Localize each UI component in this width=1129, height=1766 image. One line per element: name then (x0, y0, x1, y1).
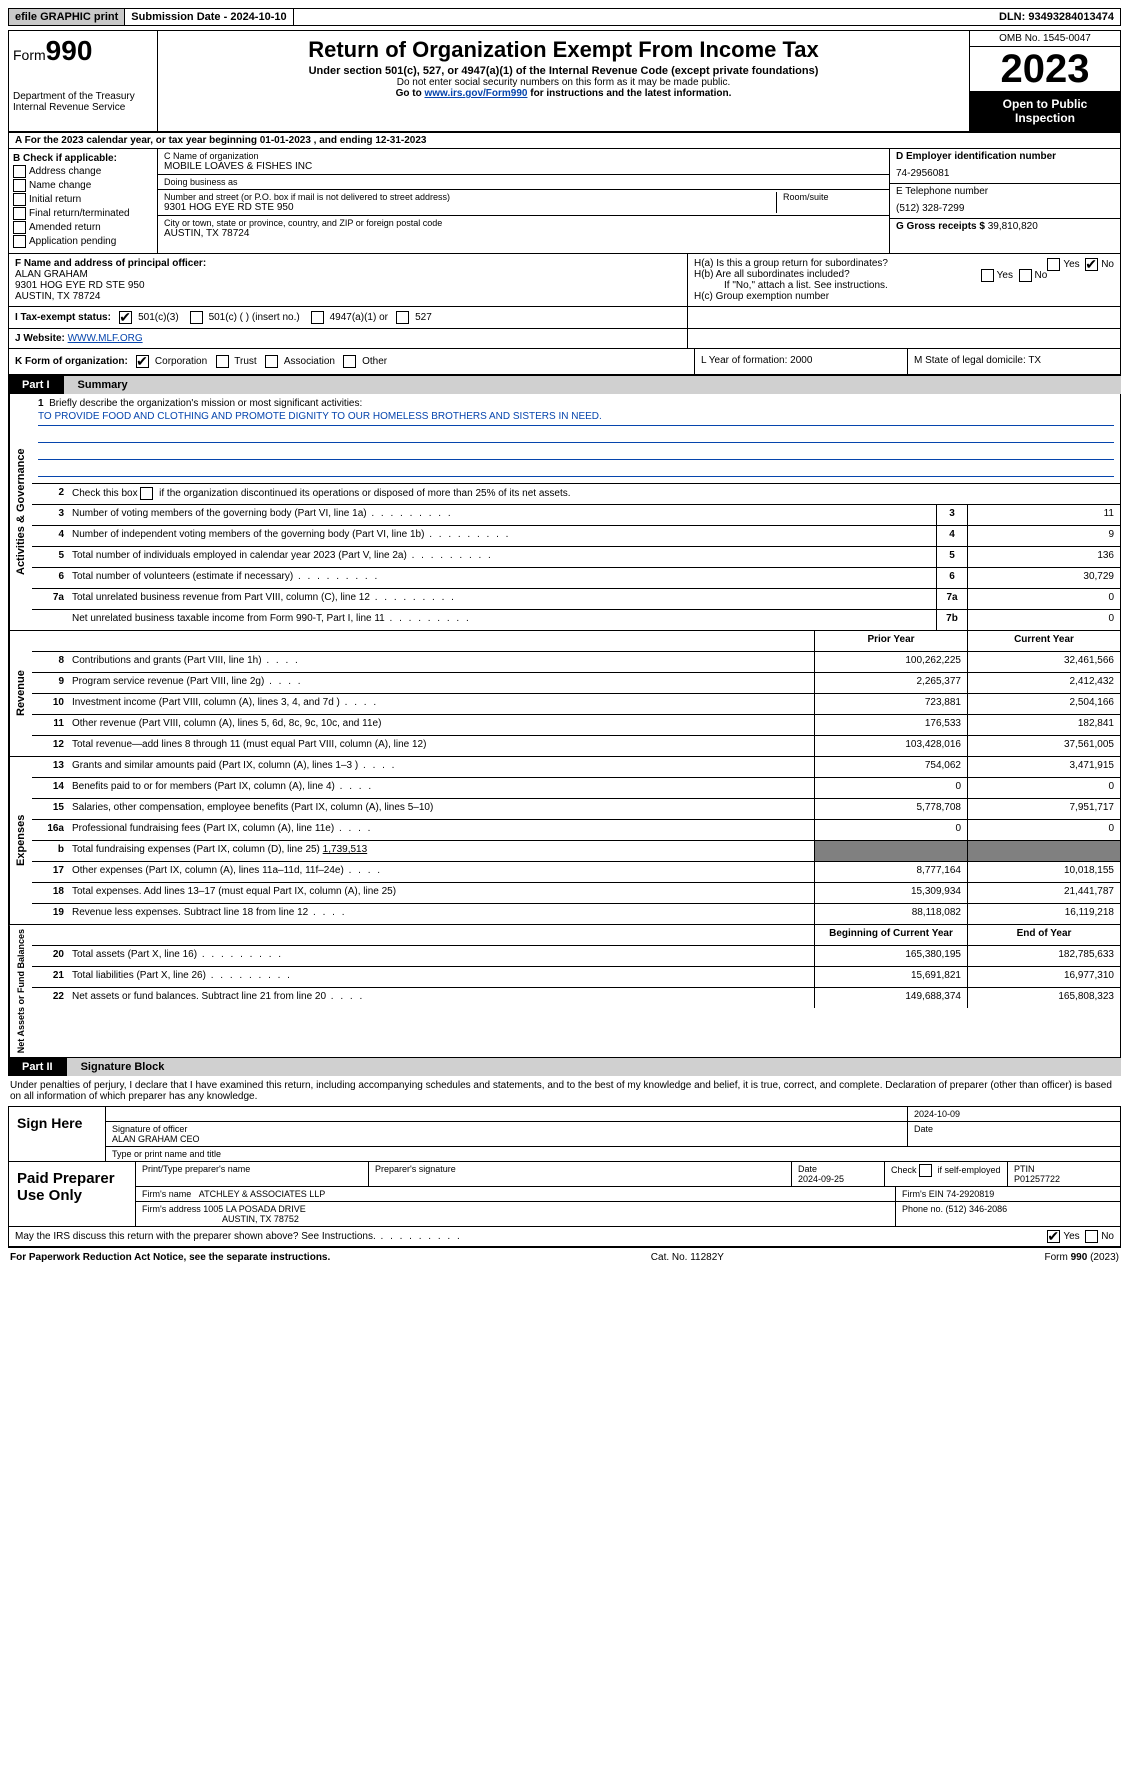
c-name-label: C Name of organization (164, 151, 883, 161)
cb-final-return[interactable]: Final return/terminated (13, 207, 153, 220)
officer-sig: Signature of officerALAN GRAHAM CEO (106, 1122, 908, 1146)
vlabel-expenses: Expenses (9, 757, 32, 924)
omb-number: OMB No. 1545-0047 (970, 31, 1120, 47)
cb-name-change[interactable]: Name change (13, 179, 153, 192)
row-k-org-form: K Form of organization: Corporation Trus… (8, 349, 1121, 376)
ein-value: 74-2956081 (896, 168, 1114, 179)
tel-label: E Telephone number (896, 186, 1114, 197)
tel-value: (512) 328-7299 (896, 203, 1114, 214)
efile-label[interactable]: efile GRAPHIC print (9, 9, 125, 25)
sign-here-label: Sign Here (9, 1107, 106, 1161)
cb-corp[interactable] (136, 355, 149, 368)
irs-link[interactable]: www.irs.gov/Form990 (424, 88, 527, 99)
row-fh: F Name and address of principal officer:… (8, 254, 1121, 307)
vlabel-governance: Activities & Governance (9, 394, 32, 630)
cb-discontinued[interactable] (140, 487, 153, 500)
cb-discuss-yes[interactable] (1047, 1230, 1060, 1243)
state-domicile: M State of legal domicile: TX (908, 349, 1120, 374)
tax-year: 2023 (970, 47, 1120, 91)
irs-discuss-row: May the IRS discuss this return with the… (8, 1227, 1121, 1247)
cb-self-employed[interactable] (919, 1164, 932, 1177)
cb-4947[interactable] (311, 311, 324, 324)
b-label: B Check if applicable: (13, 153, 153, 164)
page-footer: For Paperwork Reduction Act Notice, see … (8, 1247, 1121, 1267)
ein-label: D Employer identification number (896, 151, 1114, 162)
vlabel-net: Net Assets or Fund Balances (9, 925, 32, 1057)
row-a-tax-year: A For the 2023 calendar year, or tax yea… (8, 133, 1121, 149)
part2-header: Part II Signature Block (8, 1058, 1121, 1076)
row-j-website: J Website: WWW.MLF.ORG (8, 329, 1121, 349)
cb-discuss-no[interactable] (1085, 1230, 1098, 1243)
room-label: Room/suite (783, 192, 883, 202)
summary-revenue: Revenue Prior YearCurrent Year 8Contribu… (8, 631, 1121, 757)
form-title: Return of Organization Exempt From Incom… (162, 37, 965, 63)
cb-address-change[interactable]: Address change (13, 165, 153, 178)
open-inspection: Open to Public Inspection (970, 91, 1120, 131)
block-bcd: B Check if applicable: Address change Na… (8, 149, 1121, 254)
submission-date: Submission Date - 2024-10-10 (125, 9, 293, 25)
paid-preparer-label: Paid Preparer Use Only (9, 1162, 136, 1226)
year-formation: L Year of formation: 2000 (695, 349, 908, 374)
form-header: Form990 Department of the Treasury Inter… (8, 30, 1121, 133)
col-b-checkboxes: B Check if applicable: Address change Na… (9, 149, 158, 253)
cb-501c3[interactable] (119, 311, 132, 324)
cb-app-pending[interactable]: Application pending (13, 235, 153, 248)
mission-text: TO PROVIDE FOOD AND CLOTHING AND PROMOTE… (38, 411, 1114, 426)
cb-initial-return[interactable]: Initial return (13, 193, 153, 206)
subtitle-2: Do not enter social security numbers on … (162, 77, 965, 88)
col-d-contact: D Employer identification number 74-2956… (889, 149, 1120, 253)
summary-net-assets: Net Assets or Fund Balances Beginning of… (8, 925, 1121, 1058)
dln: DLN: 93493284013474 (993, 9, 1120, 25)
top-bar: efile GRAPHIC print Submission Date - 20… (8, 8, 1121, 26)
dba-label: Doing business as (164, 177, 883, 187)
col-c-org-info: C Name of organization MOBILE LOAVES & F… (158, 149, 889, 253)
city-state-zip: AUSTIN, TX 78724 (164, 228, 883, 239)
cb-trust[interactable] (216, 355, 229, 368)
website-link[interactable]: WWW.MLF.ORG (68, 333, 143, 344)
cb-501c[interactable] (190, 311, 203, 324)
summary-expenses: Expenses 13Grants and similar amounts pa… (8, 757, 1121, 925)
vlabel-revenue: Revenue (9, 631, 32, 756)
street-address: 9301 HOG EYE RD STE 950 (164, 202, 776, 213)
addr-label: Number and street (or P.O. box if mail i… (164, 192, 776, 202)
name-title-label: Type or print name and title (106, 1147, 1120, 1161)
sig-date: 2024-10-09 (908, 1107, 1120, 1121)
summary-governance: Activities & Governance 1 Briefly descri… (8, 394, 1121, 631)
dept-treasury: Department of the Treasury Internal Reve… (13, 91, 153, 113)
group-return: H(a) Is this a group return for subordin… (688, 254, 1120, 306)
form-number: Form990 (13, 35, 153, 67)
org-name: MOBILE LOAVES & FISHES INC (164, 161, 883, 172)
sign-here-block: Sign Here 2024-10-09 Signature of office… (8, 1107, 1121, 1162)
part1-header: Part I Summary (8, 376, 1121, 394)
sig-intro: Under penalties of perjury, I declare th… (8, 1076, 1121, 1107)
principal-officer: F Name and address of principal officer:… (9, 254, 688, 306)
cb-assoc[interactable] (265, 355, 278, 368)
city-label: City or town, state or province, country… (164, 218, 883, 228)
cb-527[interactable] (396, 311, 409, 324)
subtitle-1: Under section 501(c), 527, or 4947(a)(1)… (162, 65, 965, 77)
gross-receipts: G Gross receipts $ 39,810,820 (896, 221, 1114, 232)
subtitle-3: Go to www.irs.gov/Form990 for instructio… (162, 88, 965, 99)
cb-amended[interactable]: Amended return (13, 221, 153, 234)
row-i-tax-status: I Tax-exempt status: 501(c)(3) 501(c) ( … (8, 307, 1121, 329)
cb-other[interactable] (343, 355, 356, 368)
paid-preparer-block: Paid Preparer Use Only Print/Type prepar… (8, 1162, 1121, 1227)
